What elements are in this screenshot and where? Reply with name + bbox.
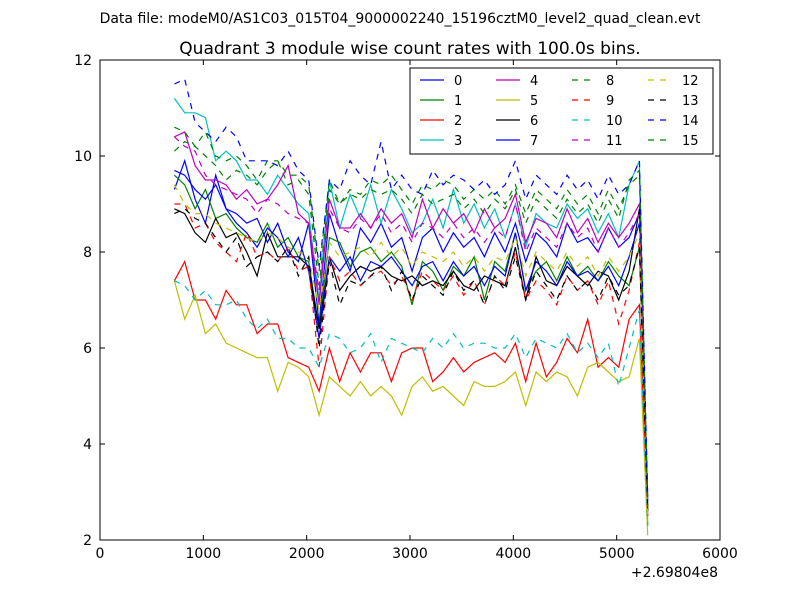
series-line-14 [174, 78, 649, 497]
series-line-0 [173, 158, 649, 502]
legend-label-12: 12 [682, 74, 699, 89]
figure-suptitle: Data file: modeM0/AS1C03_015T04_90000022… [100, 11, 701, 27]
x-tick-label: 4000 [496, 546, 532, 562]
legend-label-9: 9 [606, 94, 614, 109]
legend-label-3: 3 [454, 134, 462, 149]
legend-label-6: 6 [530, 114, 538, 129]
series-line-6 [174, 208, 649, 512]
legend-label-10: 10 [606, 114, 623, 129]
x-tick-label: 2000 [289, 546, 325, 562]
x-tick-label: 1000 [186, 546, 222, 562]
x-offset-label: +2.69804e8 [631, 565, 718, 581]
series-line-3 [173, 98, 649, 526]
legend-label-1: 1 [454, 94, 462, 109]
series-line-11 [173, 136, 649, 507]
y-tick-label: 4 [83, 437, 92, 453]
legend-label-8: 8 [606, 74, 614, 89]
legend-label-4: 4 [530, 74, 538, 89]
series-line-8 [174, 126, 649, 502]
y-tick-label: 8 [83, 245, 92, 261]
legend-label-11: 11 [606, 134, 623, 149]
legend-label-2: 2 [454, 114, 462, 129]
legend-label-7: 7 [530, 134, 538, 149]
x-tick-label: 0 [96, 546, 105, 562]
x-tick-label: 6000 [702, 546, 738, 562]
x-tick-label: 5000 [599, 546, 635, 562]
y-tick-label: 2 [83, 533, 92, 549]
chart-title: Quadrant 3 module wise count rates with … [179, 39, 640, 59]
series-line-4 [174, 131, 649, 507]
series-line-7 [174, 169, 649, 497]
legend-label-13: 13 [682, 94, 699, 109]
y-tick-label: 12 [74, 53, 92, 69]
legend-label-14: 14 [682, 114, 699, 129]
series-line-10 [174, 280, 649, 526]
series-line-5 [173, 280, 649, 536]
legend-label-15: 15 [682, 134, 699, 149]
series-line-1 [173, 174, 649, 512]
legend-label-0: 0 [454, 74, 462, 89]
y-tick-label: 10 [74, 149, 92, 165]
x-tick-label: 3000 [392, 546, 428, 562]
series-line-9 [174, 203, 649, 517]
y-tick-label: 6 [83, 341, 92, 357]
legend-label-5: 5 [530, 94, 538, 109]
series-line-2 [173, 259, 649, 517]
series-layer [173, 78, 649, 536]
series-line-12 [173, 184, 649, 521]
